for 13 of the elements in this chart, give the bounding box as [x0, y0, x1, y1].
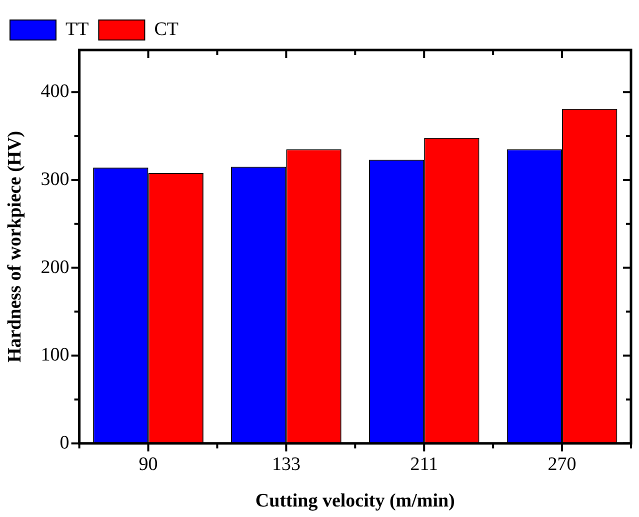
legend-label: TT	[66, 18, 90, 40]
x-axis-title: Cutting velocity (m/min)	[255, 490, 455, 512]
y-tick-label: 100	[40, 344, 70, 366]
y-tick-label: 0	[60, 432, 70, 454]
x-tick-label: 133	[272, 454, 300, 475]
x-tick-label: 270	[548, 454, 576, 475]
x-tick-label: 211	[410, 454, 438, 475]
y-tick-label: 300	[40, 168, 70, 190]
y-axis-title: Hardness of workpiece (HV)	[4, 130, 26, 363]
y-tick-label: 400	[40, 81, 70, 102]
y-tick-label: 200	[40, 256, 70, 278]
legend-label: CT	[154, 18, 179, 40]
x-tick-label: 90	[138, 454, 158, 475]
